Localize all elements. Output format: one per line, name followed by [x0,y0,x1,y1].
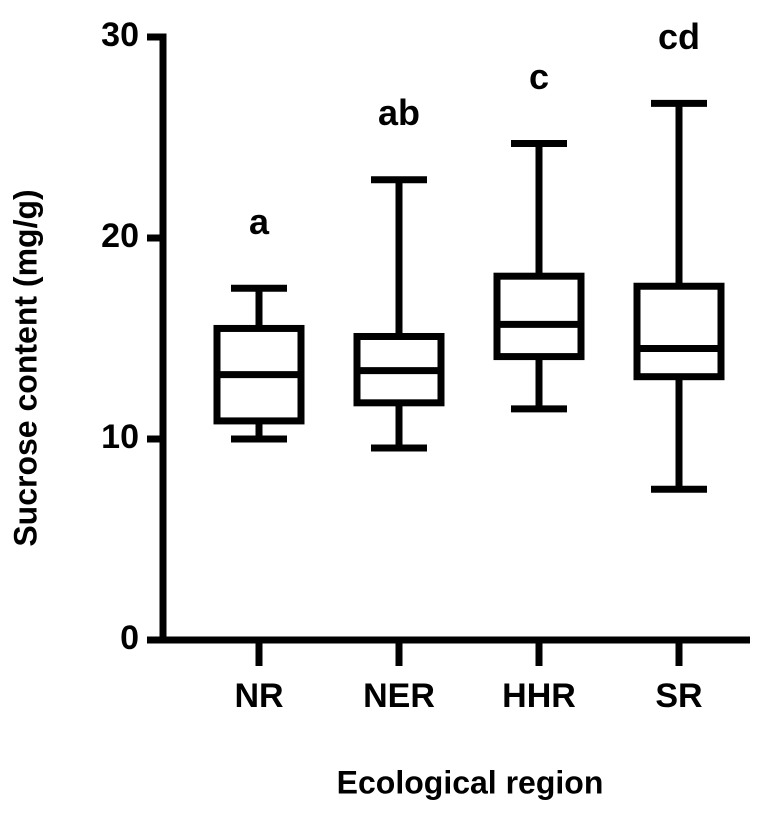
box [493,272,585,361]
significance-label: a [249,201,270,242]
y-tick-label: 30 [101,16,139,54]
y-axis-title: Sucrose content (mg/g) [7,189,43,546]
x-tick-label: SR [655,677,702,715]
significance-label: ab [378,92,420,133]
y-tick-label: 0 [120,619,139,657]
y-tick-label: 20 [101,217,139,255]
box [633,282,725,381]
y-tick-label: 10 [101,418,139,456]
significance-label: c [529,56,549,97]
x-axis-title: Ecological region [337,764,604,800]
x-tick-label: NER [363,677,435,715]
significance-label: cd [658,16,700,57]
x-tick-label: HHR [502,677,576,715]
x-tick-label: NR [234,677,283,715]
